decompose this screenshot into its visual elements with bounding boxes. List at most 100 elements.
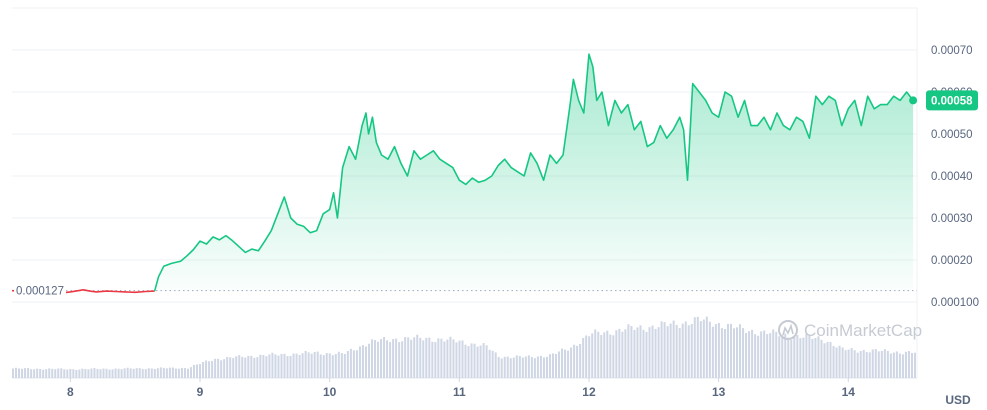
volume-bar — [558, 351, 561, 378]
volume-bar — [189, 367, 192, 378]
volume-bar — [811, 338, 814, 378]
volume-bar — [702, 319, 705, 378]
volume-bar — [12, 368, 15, 378]
volume-bar — [214, 358, 217, 378]
volume-bar — [443, 341, 446, 378]
volume-bar — [627, 324, 630, 378]
volume-bar — [141, 369, 144, 378]
volume-bar — [817, 336, 820, 378]
volume-bar — [377, 341, 380, 378]
volume-bar — [262, 355, 265, 378]
volume-bar — [582, 337, 585, 378]
volume-bar — [33, 369, 36, 378]
volume-bar — [419, 337, 422, 378]
volume-bar — [331, 355, 334, 378]
volume-bar — [277, 355, 280, 378]
volume-bar — [518, 355, 521, 378]
open-price-label-bg — [14, 281, 66, 298]
volume-bar — [802, 337, 805, 378]
volume-bar — [705, 316, 708, 378]
volume-bar — [135, 368, 138, 378]
volume-bar — [274, 354, 277, 378]
volume-bar — [310, 353, 313, 378]
volume-bar — [736, 327, 739, 378]
volume-bar — [177, 368, 180, 378]
volume-bar — [708, 321, 711, 378]
volume-bar — [536, 356, 539, 378]
volume-bar — [186, 368, 189, 378]
volume-bar — [183, 368, 186, 378]
volume-bar — [452, 339, 455, 378]
volume-bar — [374, 339, 377, 378]
volume-bar — [524, 356, 527, 378]
volume-bar — [609, 334, 612, 378]
volume-bar — [199, 364, 202, 378]
volume-bar — [542, 357, 545, 378]
volume-bar — [654, 328, 657, 378]
volume-bar — [42, 369, 45, 378]
volume-bar — [340, 352, 343, 378]
volume-bar — [229, 357, 232, 378]
volume-bar — [473, 343, 476, 378]
volume-bar — [548, 354, 551, 378]
volume-bar — [663, 322, 666, 378]
volume-bar — [648, 327, 651, 378]
volume-bar — [36, 368, 39, 378]
volume-bars — [12, 316, 916, 378]
volume-bar — [265, 356, 268, 378]
currency-label: USD — [945, 393, 971, 407]
volume-bar — [856, 352, 859, 378]
volume-bar — [250, 355, 253, 378]
volume-bar — [87, 369, 90, 378]
volume-bar — [488, 349, 491, 378]
volume-bar — [316, 351, 319, 378]
volume-bar — [458, 340, 461, 378]
volume-bar — [639, 325, 642, 378]
volume-bar — [220, 360, 223, 378]
volume-bar — [910, 353, 913, 378]
volume-bar — [455, 342, 458, 378]
volume-bar — [606, 330, 609, 378]
volume-bar — [723, 328, 726, 378]
volume-bar — [545, 356, 548, 378]
volume-bar — [355, 350, 358, 378]
volume-bar — [322, 355, 325, 378]
volume-bar — [784, 333, 787, 378]
x-tick-label: 11 — [453, 385, 466, 399]
volume-bar — [699, 321, 702, 378]
watermark: CoinMarketCap — [778, 320, 922, 340]
volume-bar — [772, 329, 775, 378]
x-tick-label: 10 — [323, 385, 337, 399]
volume-bar — [132, 368, 135, 378]
volume-bar — [754, 334, 757, 378]
volume-bar — [301, 353, 304, 378]
volume-bar — [615, 330, 618, 378]
volume-bar — [446, 339, 449, 378]
volume-bar — [431, 341, 434, 378]
volume-bar — [434, 342, 437, 378]
volume-bar — [343, 354, 346, 378]
volume-bar — [461, 340, 464, 378]
volume-bar — [751, 329, 754, 378]
volume-bar — [895, 351, 898, 378]
price-badges: 0.000127 0.00058 — [14, 90, 978, 298]
volume-bar — [729, 323, 732, 378]
volume-bar — [226, 356, 229, 378]
x-tick-label: 12 — [582, 385, 596, 399]
volume-bar — [871, 349, 874, 378]
volume-bar — [102, 368, 105, 378]
volume-bar — [241, 356, 244, 378]
volume-bar — [757, 335, 760, 378]
volume-bar — [244, 357, 247, 378]
volume-bar — [745, 333, 748, 378]
volume-bar — [509, 358, 512, 378]
volume-bar — [253, 357, 256, 378]
volume-bar — [859, 351, 862, 378]
y-tick-label: 0.00040 — [931, 171, 973, 183]
volume-bar — [748, 331, 751, 378]
price-area-fill — [154, 54, 914, 292]
volume-bar — [259, 354, 262, 378]
volume-bar — [361, 345, 364, 378]
volume-bar — [147, 368, 150, 378]
